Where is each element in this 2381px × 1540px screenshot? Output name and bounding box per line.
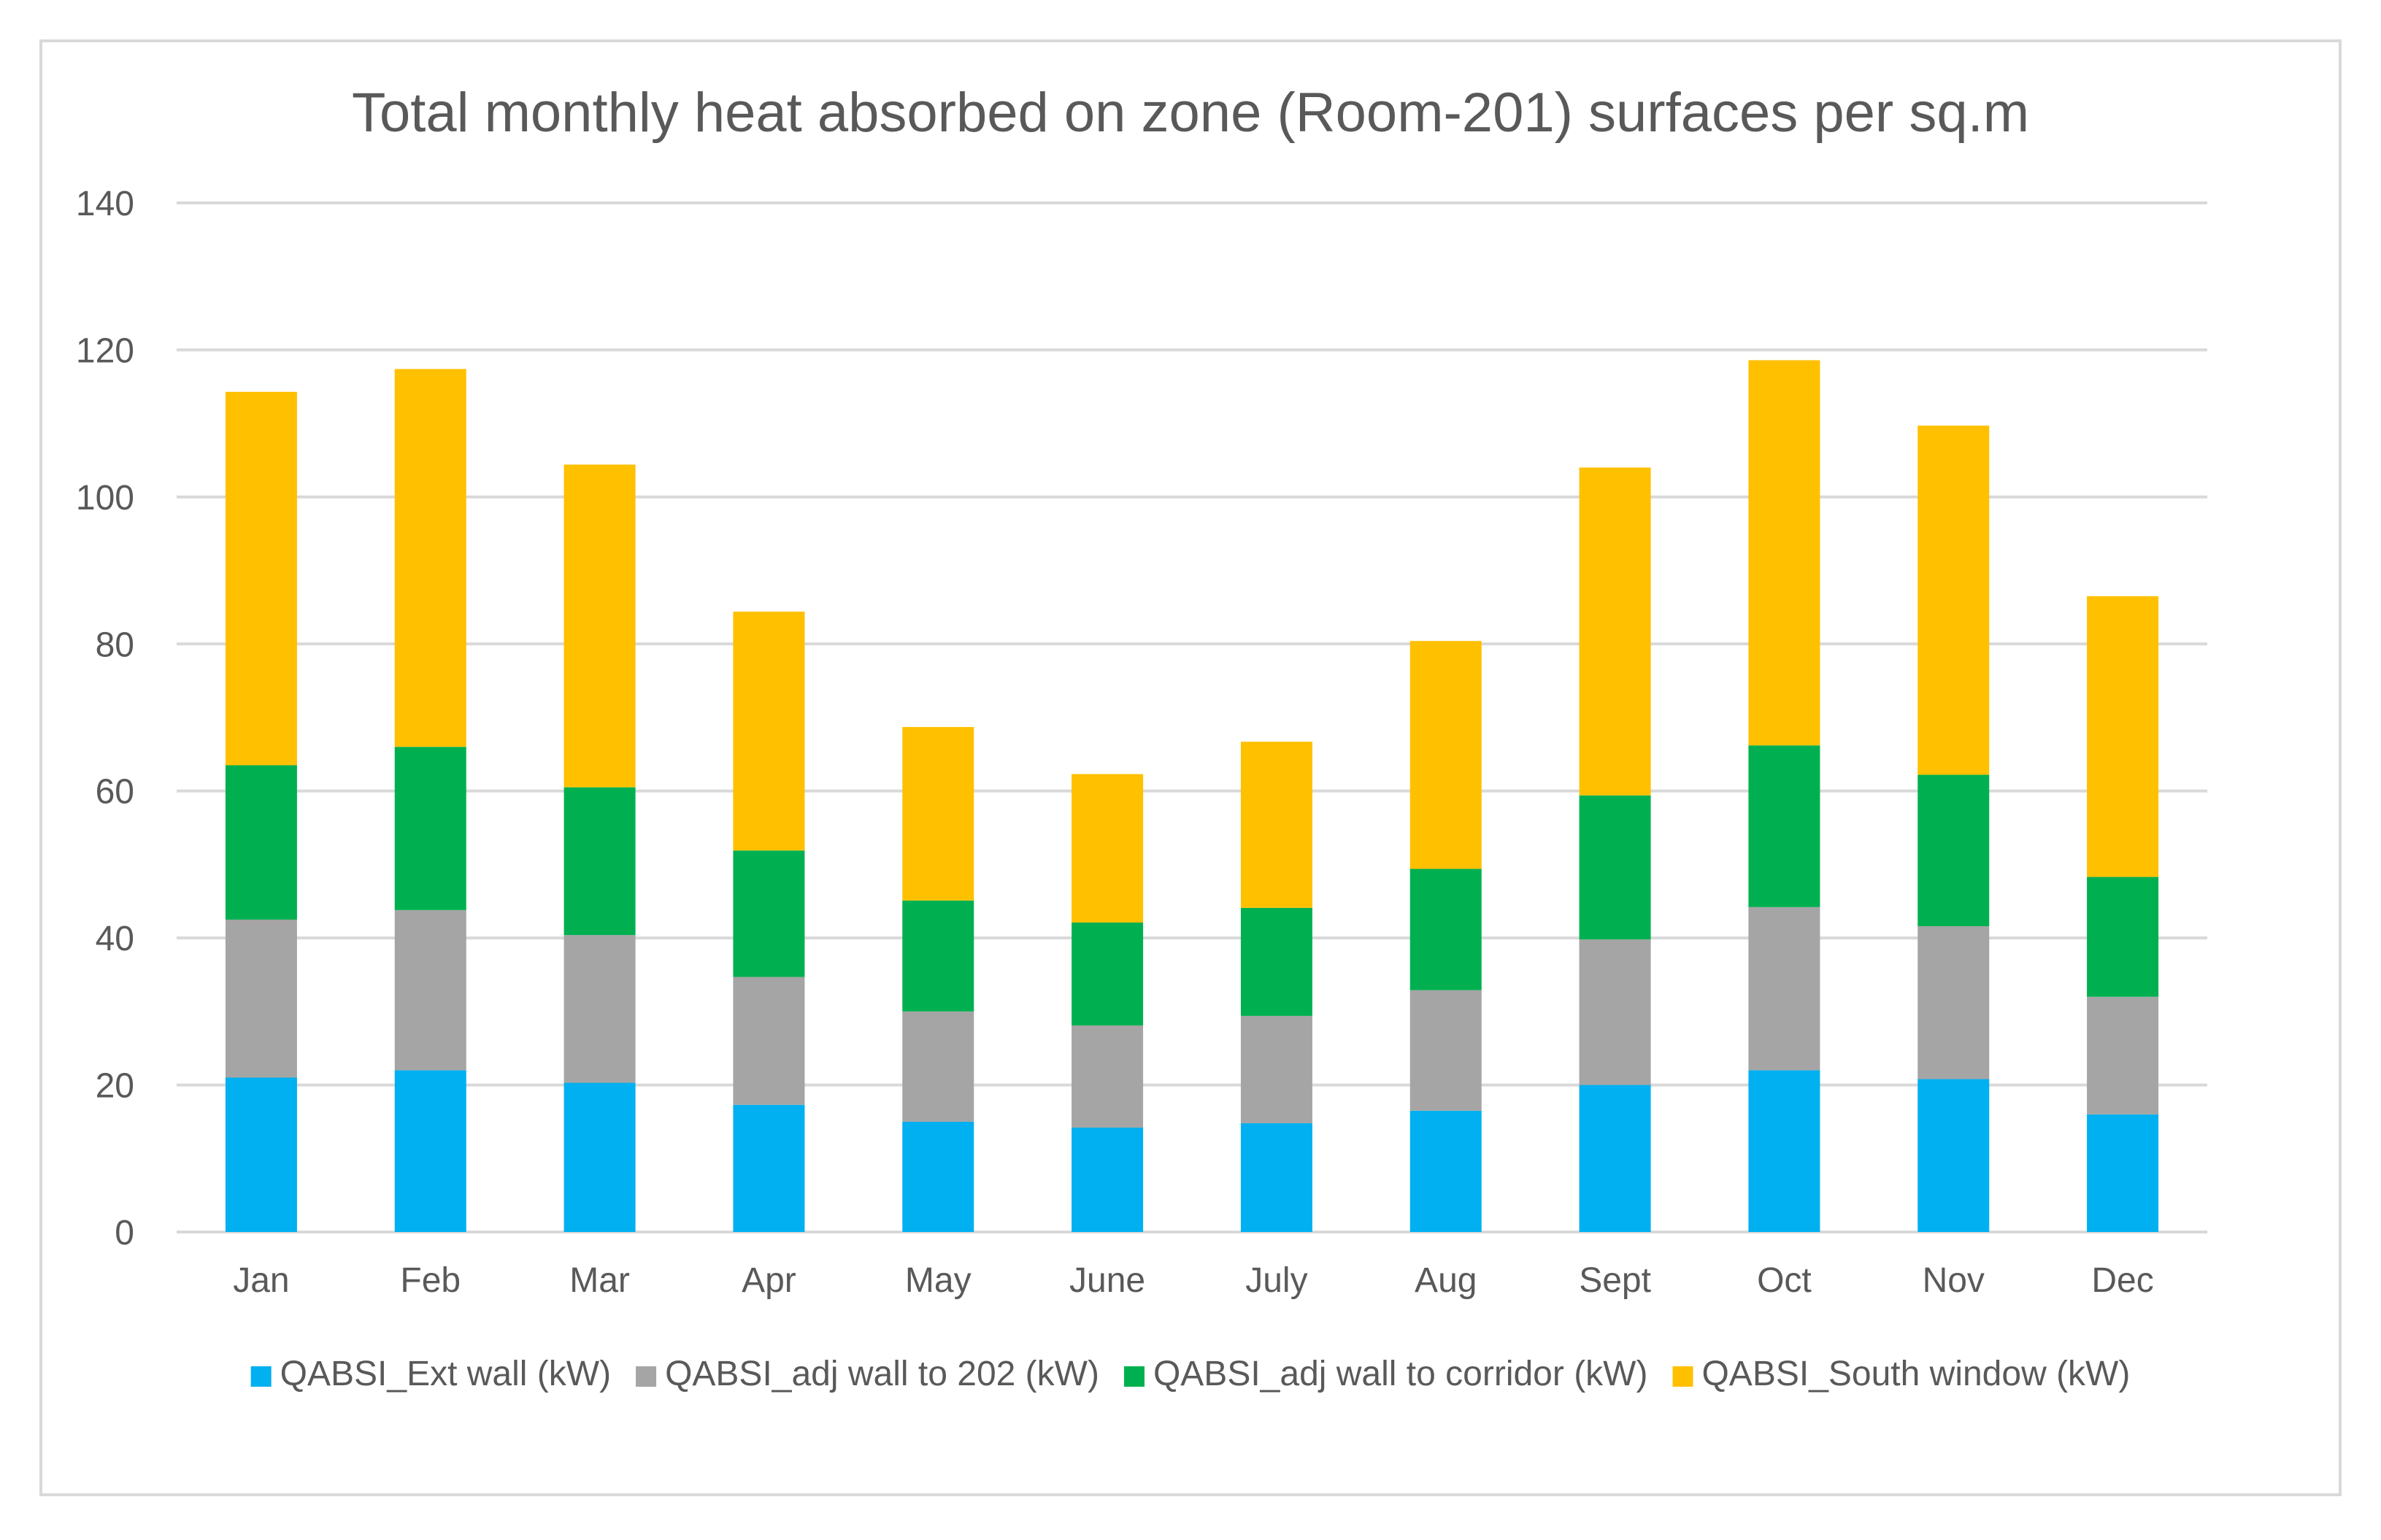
x-tick-label: Apr xyxy=(742,1261,796,1300)
bars xyxy=(225,360,2159,1232)
x-tick-label: Dec xyxy=(2091,1261,2153,1300)
x-tick-label: July xyxy=(1245,1261,1307,1300)
bar-aug-series-1 xyxy=(1409,1110,1482,1232)
x-axis-tick-labels: Jan Feb Mar Apr May June July Aug Sept Oct Nov Dec xyxy=(233,1261,2154,1300)
x-tick-label: Oct xyxy=(1757,1261,1812,1300)
bar-jan-series-3 xyxy=(225,765,297,920)
bar-may-series-3 xyxy=(902,900,974,1012)
bar-feb-series-4 xyxy=(394,369,466,747)
y-tick-label: 100 xyxy=(76,479,134,517)
bar-nov-series-4 xyxy=(1918,426,1990,775)
bar-dec-series-3 xyxy=(2087,877,2159,997)
y-tick-label: 20 xyxy=(96,1067,134,1106)
bar-jan-series-1 xyxy=(225,1077,297,1232)
chart-frame: Total monthly heat absorbed on zone (Roo… xyxy=(39,39,2342,1496)
bar-jan-series-2 xyxy=(225,919,297,1078)
x-tick-label: Nov xyxy=(1923,1261,1985,1300)
bar-oct-series-4 xyxy=(1748,360,1820,746)
legend-item: QABSI_Ext wall (kW) xyxy=(250,1355,611,1393)
bar-sept-series-1 xyxy=(1579,1085,1651,1232)
bar-july-series-2 xyxy=(1240,1015,1312,1123)
bar-mar-series-2 xyxy=(563,935,636,1083)
x-tick-label: Feb xyxy=(400,1261,461,1300)
bar-jan-series-4 xyxy=(225,391,297,766)
bar-mar-series-1 xyxy=(563,1082,636,1232)
bar-nov-series-1 xyxy=(1918,1079,1990,1232)
legend-label: QABSI_adj wall to corridor (kW) xyxy=(1153,1355,1648,1393)
legend-item: QABSI_adj wall to 202 (kW) xyxy=(636,1355,1099,1393)
y-tick-label: 60 xyxy=(96,773,134,812)
bar-dec-series-2 xyxy=(2087,996,2159,1114)
legend-swatch xyxy=(636,1366,657,1387)
y-tick-label: 140 xyxy=(76,185,134,223)
bar-mar-series-3 xyxy=(563,787,636,936)
bar-june-series-4 xyxy=(1072,774,1144,923)
bar-aug-series-4 xyxy=(1409,641,1482,869)
legend-item: QABSI_South window (kW) xyxy=(1672,1355,2130,1393)
y-tick-label: 0 xyxy=(115,1214,134,1252)
legend-swatch xyxy=(250,1366,272,1387)
y-tick-label: 80 xyxy=(96,625,134,664)
bar-july-series-3 xyxy=(1240,907,1312,1016)
bar-june-series-3 xyxy=(1072,922,1144,1025)
bar-mar-series-4 xyxy=(563,464,636,788)
gridlines xyxy=(177,201,2207,1233)
bar-july-series-1 xyxy=(1240,1123,1312,1232)
legend-label: QABSI_Ext wall (kW) xyxy=(280,1355,611,1393)
legend-item: QABSI_adj wall to corridor (kW) xyxy=(1123,1355,1648,1393)
bar-nov-series-2 xyxy=(1918,926,1990,1079)
bar-june-series-1 xyxy=(1072,1127,1144,1232)
y-axis-tick-labels: 0 20 40 60 80 100 120 140 xyxy=(76,185,134,1252)
legend-label: QABSI_South window (kW) xyxy=(1701,1355,2130,1393)
bar-apr-series-1 xyxy=(733,1104,805,1232)
bar-aug-series-3 xyxy=(1409,869,1482,990)
bar-feb-series-3 xyxy=(394,747,466,910)
legend-label: QABSI_adj wall to 202 (kW) xyxy=(665,1355,1099,1393)
bar-apr-series-3 xyxy=(733,850,805,977)
bar-apr-series-4 xyxy=(733,611,805,851)
x-tick-label: Jan xyxy=(233,1261,289,1300)
x-tick-label: June xyxy=(1069,1261,1145,1300)
bar-may-series-4 xyxy=(902,727,974,901)
stacked-bar-chart: Total monthly heat absorbed on zone (Roo… xyxy=(76,82,2207,1393)
chart-title: Total monthly heat absorbed on zone (Roo… xyxy=(352,82,2029,144)
x-tick-label: Mar xyxy=(569,1261,630,1300)
bar-oct-series-1 xyxy=(1748,1070,1820,1232)
bar-sept-series-2 xyxy=(1579,939,1651,1085)
bar-sept-series-3 xyxy=(1579,795,1651,940)
bar-nov-series-3 xyxy=(1918,774,1990,927)
bar-oct-series-2 xyxy=(1748,906,1820,1071)
bar-june-series-2 xyxy=(1072,1025,1144,1128)
x-tick-label: Aug xyxy=(1415,1261,1477,1300)
legend: QABSI_Ext wall (kW) QABSI_adj wall to 202… xyxy=(250,1355,2130,1393)
bar-may-series-2 xyxy=(902,1011,974,1122)
bar-july-series-4 xyxy=(1240,742,1312,908)
bar-feb-series-1 xyxy=(394,1070,466,1232)
bar-dec-series-1 xyxy=(2087,1114,2159,1232)
bar-sept-series-4 xyxy=(1579,467,1651,796)
bar-aug-series-2 xyxy=(1409,990,1482,1111)
bar-oct-series-3 xyxy=(1748,745,1820,907)
bar-dec-series-4 xyxy=(2087,596,2159,877)
legend-swatch xyxy=(1123,1366,1145,1387)
bar-may-series-1 xyxy=(902,1121,974,1232)
bar-apr-series-2 xyxy=(733,977,805,1105)
y-tick-label: 40 xyxy=(96,920,134,958)
bar-feb-series-2 xyxy=(394,909,466,1071)
y-tick-label: 120 xyxy=(76,331,134,370)
x-tick-label: Sept xyxy=(1579,1261,1651,1300)
legend-swatch xyxy=(1672,1366,1693,1387)
x-tick-label: May xyxy=(905,1261,972,1300)
